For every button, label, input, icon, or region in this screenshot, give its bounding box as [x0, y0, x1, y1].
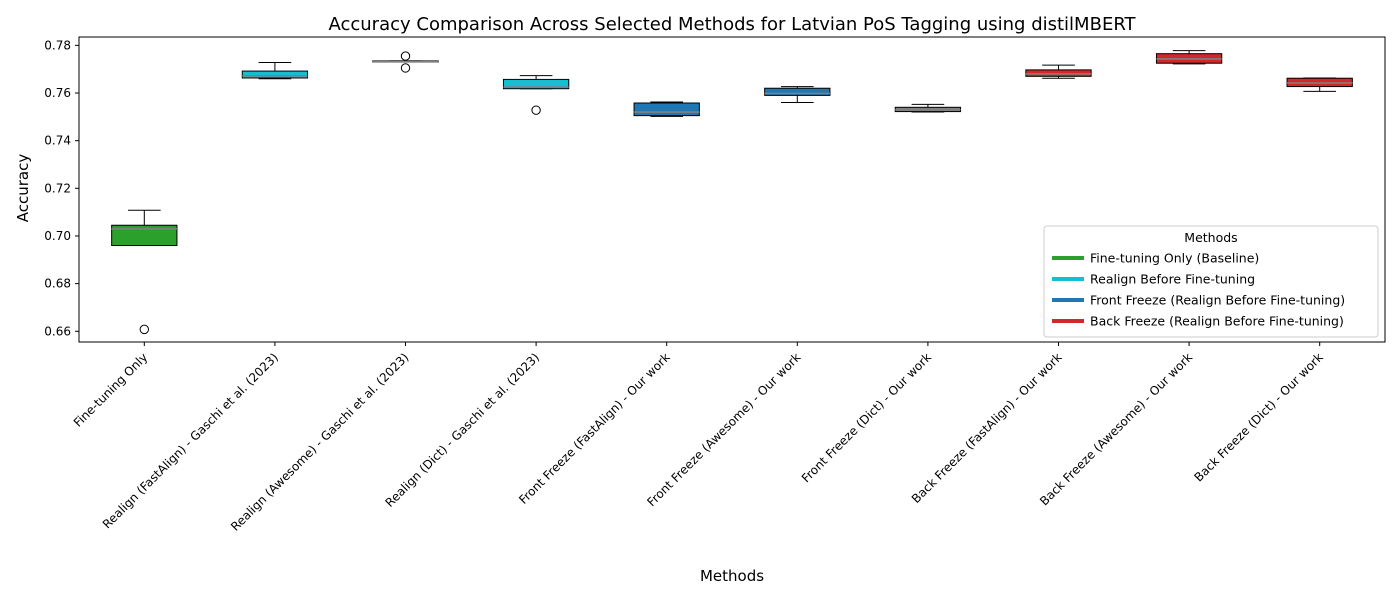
- outlier-point: [400, 51, 411, 61]
- legend-entry-label: Realign Before Fine-tuning: [1090, 272, 1255, 287]
- outlier-point: [139, 324, 150, 335]
- legend-title: Methods: [1184, 230, 1237, 245]
- y-tick-label: 0.76: [44, 86, 71, 100]
- legend: Methods Fine-tuning Only (Baseline) Realig…: [1043, 225, 1379, 338]
- y-tick-label: 0.78: [44, 38, 71, 52]
- outlier-point: [400, 63, 411, 73]
- legend-entry-label: Fine-tuning Only (Baseline): [1090, 251, 1259, 266]
- y-tick-label: 0.68: [44, 277, 71, 291]
- x-tick-label: Back Freeze (FastAlign) - Our work: [909, 350, 1065, 506]
- x-tick-label: Front Freeze (FastAlign) - Our work: [516, 350, 673, 507]
- outlier-point: [531, 105, 541, 115]
- box-body: [764, 87, 831, 96]
- y-tick-label: 0.70: [44, 229, 71, 243]
- box-body: [1025, 69, 1092, 77]
- chart-title: Accuracy Comparison Across Selected Meth…: [328, 14, 1136, 35]
- plot-frame: [78, 36, 1386, 343]
- legend-entry-label: Back Freeze (Realign Before Fine-tuning): [1090, 314, 1344, 329]
- box-body: [111, 224, 178, 246]
- y-tick-label: 0.74: [44, 134, 71, 148]
- x-tick-label: Realign (Dict) - Gaschi et al. (2023): [383, 350, 543, 510]
- y-tick-label: 0.66: [44, 324, 71, 338]
- x-axis-label: Methods: [700, 567, 764, 585]
- y-axis-label: Accuracy: [14, 154, 32, 223]
- x-tick-label: Fine-tuning Only: [71, 350, 151, 430]
- legend-entry-label: Front Freeze (Realign Before Fine-tuning…: [1090, 293, 1345, 308]
- x-tick-label: Back Freeze (Dict) - Our work: [1192, 350, 1326, 484]
- box-body: [241, 70, 309, 79]
- y-tick-label: 0.72: [44, 181, 71, 195]
- x-tick-label: Front Freeze (Dict) - Our work: [799, 350, 934, 485]
- x-tick-label: Front Freeze (Awesome) - Our work: [644, 350, 803, 509]
- box-body: [502, 78, 570, 90]
- box-body: [633, 102, 700, 117]
- legend-box: [1043, 225, 1379, 338]
- x-tick-label: Back Freeze (Awesome) - Our work: [1037, 350, 1195, 508]
